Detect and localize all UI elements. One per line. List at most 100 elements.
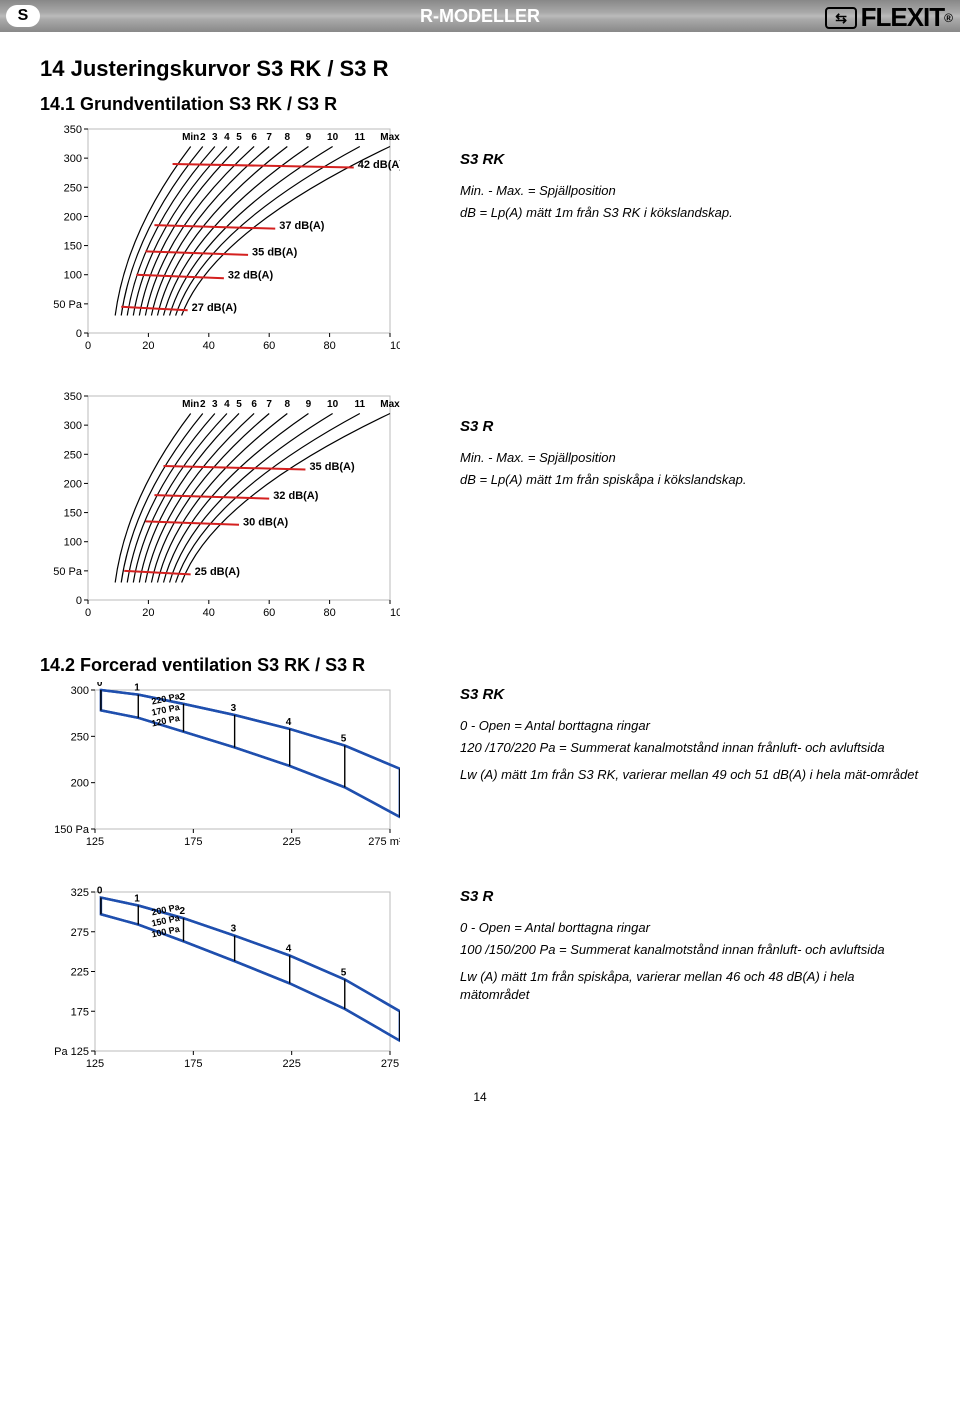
desc4-model: S3 R	[460, 888, 920, 905]
desc4-line1: 0 - Open = Antal borttagna ringar	[460, 919, 920, 937]
svg-text:35 dB(A): 35 dB(A)	[252, 246, 298, 258]
svg-text:4: 4	[286, 717, 292, 728]
svg-text:150: 150	[64, 241, 82, 253]
brand-arrows-icon: ⇆	[825, 7, 857, 29]
desc3-line3: Lw (A) mätt 1m från S3 RK, varierar mell…	[460, 766, 920, 784]
svg-text:225: 225	[282, 1058, 300, 1070]
svg-text:30 dB(A): 30 dB(A)	[243, 516, 289, 528]
svg-text:8: 8	[285, 132, 291, 143]
svg-text:3: 3	[212, 399, 218, 410]
svg-text:300: 300	[64, 153, 82, 165]
svg-text:2: 2	[180, 692, 186, 703]
svg-text:5: 5	[341, 967, 347, 978]
svg-text:10: 10	[327, 132, 339, 143]
svg-text:250: 250	[64, 182, 82, 194]
chart-s3r-forcerad: Pa 125175225275325125175225275012345Open…	[40, 884, 400, 1079]
svg-text:4: 4	[224, 132, 230, 143]
desc1-line2: dB = Lp(A) mätt 1m från S3 RK i köksland…	[460, 204, 920, 222]
svg-text:200: 200	[71, 778, 89, 790]
section1-title: 14.1 Grundventilation S3 RK / S3 R	[40, 94, 920, 115]
svg-text:200: 200	[64, 478, 82, 490]
desc1-model: S3 RK	[460, 151, 920, 168]
svg-text:Min: Min	[182, 132, 199, 143]
desc2-model: S3 R	[460, 418, 920, 435]
svg-text:60: 60	[263, 340, 275, 352]
svg-text:3: 3	[212, 132, 218, 143]
desc1-line1: Min. - Max. = Spjällposition	[460, 182, 920, 200]
svg-text:Min: Min	[182, 399, 199, 410]
svg-text:100: 100	[64, 537, 82, 549]
svg-text:6: 6	[251, 132, 257, 143]
svg-text:150 Pa: 150 Pa	[54, 824, 90, 836]
svg-text:27 dB(A): 27 dB(A)	[192, 302, 238, 314]
svg-text:250: 250	[64, 449, 82, 461]
svg-text:5: 5	[236, 132, 242, 143]
svg-text:350: 350	[64, 391, 82, 403]
page-number: 14	[0, 1090, 960, 1104]
svg-text:50 Pa: 50 Pa	[53, 566, 83, 578]
svg-text:42 dB(A): 42 dB(A)	[358, 159, 400, 171]
svg-text:37 dB(A): 37 dB(A)	[279, 220, 325, 232]
svg-text:2: 2	[200, 399, 206, 410]
svg-text:0: 0	[76, 328, 82, 340]
svg-text:Max: Max	[380, 399, 400, 410]
svg-text:7: 7	[266, 132, 272, 143]
svg-text:125: 125	[86, 836, 104, 848]
svg-text:5: 5	[236, 399, 242, 410]
svg-text:10: 10	[327, 399, 339, 410]
header-title: R-MODELLER	[0, 6, 960, 27]
svg-text:9: 9	[306, 132, 312, 143]
svg-text:7: 7	[266, 399, 272, 410]
svg-text:175: 175	[184, 1058, 202, 1070]
svg-text:60: 60	[263, 607, 275, 619]
svg-text:300: 300	[64, 420, 82, 432]
svg-text:4: 4	[286, 944, 292, 955]
svg-text:200: 200	[64, 211, 82, 223]
svg-text:175: 175	[184, 836, 202, 848]
svg-text:Pa 125: Pa 125	[54, 1046, 89, 1058]
svg-text:100 m³/h: 100 m³/h	[390, 340, 400, 352]
svg-text:20: 20	[142, 340, 154, 352]
svg-text:100: 100	[64, 270, 82, 282]
page-title: 14 Justeringskurvor S3 RK / S3 R	[40, 56, 920, 82]
svg-text:3: 3	[231, 924, 237, 935]
svg-text:4: 4	[224, 399, 230, 410]
svg-text:250: 250	[71, 731, 89, 743]
desc4-line3: Lw (A) mätt 1m från spiskåpa, varierar m…	[460, 968, 920, 1003]
brand-logo: ⇆ FLEXIT®	[825, 2, 952, 33]
svg-text:125: 125	[86, 1058, 104, 1070]
chart-s3r-grund: 050 Pa100150200250300350020406080100 m³/…	[40, 388, 400, 628]
svg-text:Max: Max	[380, 132, 400, 143]
brand-text: FLEXIT	[861, 2, 945, 33]
svg-text:50 Pa: 50 Pa	[53, 299, 83, 311]
svg-text:2: 2	[200, 132, 206, 143]
svg-text:8: 8	[285, 399, 291, 410]
svg-text:325: 325	[71, 887, 89, 899]
svg-text:0: 0	[85, 607, 91, 619]
svg-text:0: 0	[76, 595, 82, 607]
desc2-line2: dB = Lp(A) mätt 1m från spiskåpa i köksl…	[460, 471, 920, 489]
svg-text:11: 11	[355, 132, 366, 143]
desc4-line2: 100 /150/200 Pa = Summerat kanalmotstånd…	[460, 941, 920, 959]
svg-text:1: 1	[134, 894, 140, 905]
svg-text:275 m³/h: 275 m³/h	[368, 836, 400, 848]
svg-text:11: 11	[355, 399, 366, 410]
svg-text:80: 80	[323, 607, 335, 619]
svg-text:0: 0	[97, 886, 103, 897]
svg-text:25 dB(A): 25 dB(A)	[195, 566, 241, 578]
section2-title: 14.2 Forcerad ventilation S3 RK / S3 R	[40, 655, 920, 676]
svg-text:300: 300	[71, 685, 89, 697]
svg-text:3: 3	[231, 703, 237, 714]
svg-text:175: 175	[71, 1006, 89, 1018]
chart-s3rk-grund: 050 Pa100150200250300350020406080100 m³/…	[40, 121, 400, 361]
svg-text:275: 275	[71, 927, 89, 939]
svg-text:9: 9	[306, 399, 312, 410]
svg-text:0: 0	[85, 340, 91, 352]
svg-text:225: 225	[282, 836, 300, 848]
desc3-model: S3 RK	[460, 686, 920, 703]
svg-text:350: 350	[64, 124, 82, 136]
svg-text:40: 40	[203, 340, 215, 352]
svg-text:32 dB(A): 32 dB(A)	[228, 270, 274, 282]
svg-text:35 dB(A): 35 dB(A)	[309, 461, 355, 473]
svg-text:2: 2	[180, 906, 186, 917]
